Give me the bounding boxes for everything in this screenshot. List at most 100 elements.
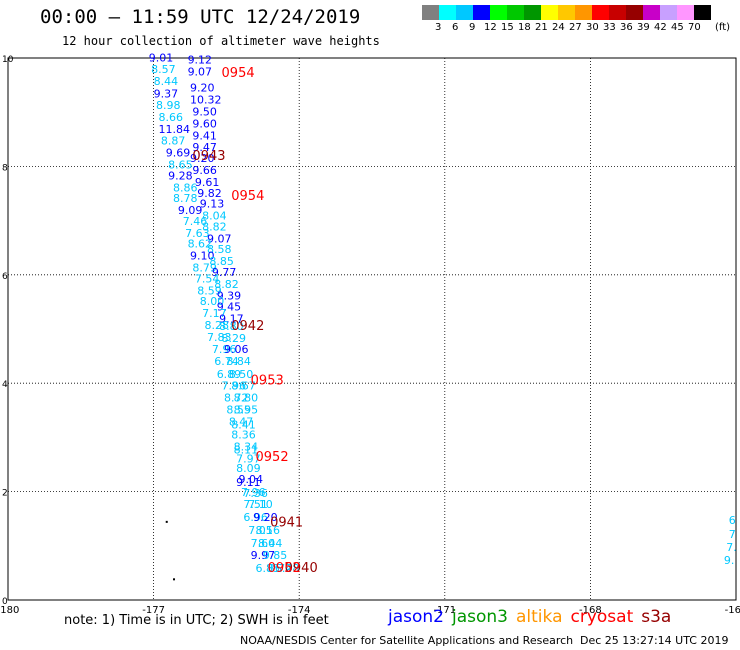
wave-height-label: 8.00 <box>200 295 225 308</box>
wave-height-label: 8.44 <box>154 75 179 88</box>
wave-height-label: 7.36 <box>243 487 267 500</box>
wave-height-label: 8.34 <box>234 440 259 453</box>
y-tick-label: 8 <box>2 163 8 173</box>
legend-label: 21 <box>535 22 548 33</box>
y-tick-label: 6 <box>2 272 8 282</box>
wave-height-label: 8.11 <box>234 444 259 457</box>
legend-swatch <box>473 5 490 20</box>
plot-frame <box>7 57 737 601</box>
legend-swatch <box>558 5 575 20</box>
legend-label: 27 <box>569 22 582 33</box>
legend-swatch <box>660 5 677 20</box>
satellite-s3a: s3a <box>641 607 672 627</box>
wave-height-label: 9.39 <box>217 290 242 303</box>
wave-height-label: 8.62 <box>188 238 213 251</box>
wave-height-label: 9.41 <box>192 129 217 142</box>
pass-time-label: 0952 <box>256 450 289 465</box>
color-legend <box>422 5 711 20</box>
wave-height-label: 8.36 <box>231 428 256 441</box>
wave-height-label: 8.80 <box>219 320 244 333</box>
wave-height-label: 8.44 <box>258 537 283 550</box>
wave-height-label: 9.50 <box>192 105 217 118</box>
legend-swatch <box>609 5 626 20</box>
legend-unit: (ft) <box>715 22 731 33</box>
wave-height-label: 8.87 <box>161 135 186 148</box>
satellite-legend: jason2 jason3 altika cryosat s3a <box>388 607 679 627</box>
wave-height-label: 6.85 <box>256 562 281 575</box>
wave-height-label: 7 <box>729 528 736 541</box>
wave-height-label: 8.41 <box>231 419 256 432</box>
legend-label: 33 <box>603 22 616 33</box>
wave-height-label: 6 <box>729 514 736 527</box>
legend-label: 3 <box>435 22 442 33</box>
wave-height-label: 8.67 <box>231 380 256 393</box>
pass-time-label: 0943 <box>192 149 225 164</box>
wave-height-label: 9. <box>724 554 735 567</box>
pass-time-label: 0942 <box>231 319 264 334</box>
x-tick-label: -174 <box>288 605 311 616</box>
wave-height-label: 6.96 <box>243 511 267 524</box>
legend-swatch <box>507 5 524 20</box>
wave-height-label: 8.57 <box>151 63 176 76</box>
observation-dot <box>165 520 168 523</box>
page-title: 00:00 — 11:59 UTC 12/24/2019 <box>40 6 361 28</box>
wave-height-label: 8.55 <box>226 404 251 417</box>
legend-label: 39 <box>637 22 650 33</box>
wave-height-label: 8.28 <box>205 319 230 332</box>
satellite-cryosat: cryosat <box>570 607 634 627</box>
wave-height-label: 7.46 <box>183 215 208 228</box>
wave-height-label: 11.84 <box>158 123 190 136</box>
wave-height-label: 7.05 <box>248 524 272 537</box>
wave-height-label: 7.54 <box>195 272 220 285</box>
wave-height-label: 7.96 <box>241 486 266 499</box>
wave-height-label: 8.29 <box>222 332 247 345</box>
wave-height-label: 8.50 <box>229 368 254 381</box>
legend-label: 36 <box>620 22 633 33</box>
legend-swatch <box>592 5 609 20</box>
wave-height-label: 9.61 <box>195 176 220 189</box>
wave-height-label: 8.85 <box>209 255 234 268</box>
wave-height-label: 8.16 <box>256 524 281 537</box>
wave-height-label: 9.60 <box>192 117 217 130</box>
wave-height-label: 8.47 <box>229 415 254 428</box>
satellite-jason3: jason3 <box>452 607 508 627</box>
x-tick-label: -168 <box>579 605 602 616</box>
pass-time-label: 0954 <box>222 66 255 81</box>
legend-swatch <box>456 5 473 20</box>
legend-swatch <box>643 5 660 20</box>
footer-note: note: 1) Time is in UTC; 2) SWH is in fe… <box>64 613 329 628</box>
wave-height-label: 9.85 <box>263 549 288 562</box>
wave-height-label: 9.82 <box>197 187 222 200</box>
wave-height-label: 9.77 <box>212 266 237 279</box>
wave-height-label: 8.58 <box>207 243 232 256</box>
wave-height-label: 7.63 <box>185 227 210 240</box>
wave-height-label: 8.98 <box>156 99 181 112</box>
legend-label: 6 <box>452 22 459 33</box>
wave-height-label: 9.20 <box>253 511 277 524</box>
wave-height-label: 8.82 <box>202 220 227 233</box>
legend-swatch <box>524 5 541 20</box>
wave-height-label: 8.84 <box>226 355 251 368</box>
wave-height-label: 9.01 <box>149 51 174 64</box>
legend-swatch <box>694 5 711 20</box>
legend-swatch <box>439 5 456 20</box>
observation-dot <box>173 578 176 581</box>
pass-time-label: 0940 <box>285 561 318 576</box>
legend-swatch <box>677 5 694 20</box>
wave-height-label: 9.12 <box>188 53 213 66</box>
satellite-altika: altika <box>516 607 563 627</box>
wave-height-label: 9.20 <box>190 152 215 165</box>
legend-label: 12 <box>484 22 497 33</box>
legend-label: 70 <box>688 22 701 33</box>
wave-height-label: 9.69 <box>166 147 191 160</box>
wave-height-label: 9.13 <box>200 198 225 211</box>
pass-time-label: 0941 <box>270 515 303 530</box>
wave-height-label: 9.04 <box>239 473 263 486</box>
wave-height-label: 8.79 <box>192 262 217 275</box>
pass-time-label: 0952 <box>268 561 301 576</box>
y-tick-label: 0 <box>2 597 8 607</box>
legend-swatch <box>575 5 592 20</box>
wave-height-label: 8.95 <box>234 404 259 417</box>
wave-height-label: 9.97 <box>251 549 276 562</box>
